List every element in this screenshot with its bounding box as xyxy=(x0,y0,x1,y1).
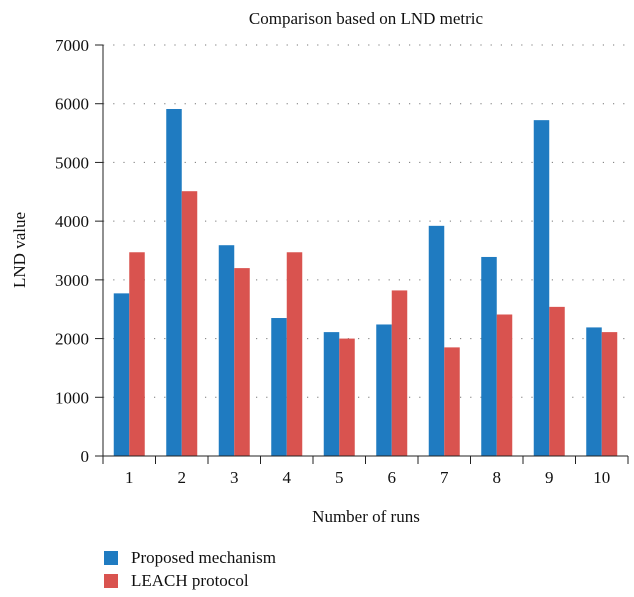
x-axis-label: Number of runs xyxy=(312,507,420,526)
y-tick-label: 4000 xyxy=(55,212,89,231)
bar-series-2-run-9 xyxy=(549,306,565,456)
y-tick-label: 0 xyxy=(81,447,90,466)
bar-series-1-run-9 xyxy=(533,120,550,456)
bar-series-1-run-8 xyxy=(481,256,497,456)
x-tick-label: 4 xyxy=(283,468,292,487)
legend-label-series-1: Proposed mechanism xyxy=(131,547,276,567)
bars xyxy=(113,108,618,457)
chart-title: Comparison based on LND metric xyxy=(249,9,484,28)
x-tick-label: 7 xyxy=(440,468,449,487)
x-tick-label: 1 xyxy=(125,468,134,487)
legend-item-series-1: Proposed mechanism xyxy=(104,546,276,569)
y-tick-label: 6000 xyxy=(55,95,89,114)
legend-label-series-2: LEACH protocol xyxy=(131,570,249,590)
bar-series-2-run-3 xyxy=(234,268,250,456)
x-tick-label: 8 xyxy=(493,468,502,487)
x-tick-label: 2 xyxy=(178,468,187,487)
legend-item-series-2: LEACH protocol xyxy=(104,569,276,592)
bar-series-1-run-5 xyxy=(323,332,340,456)
y-tick-label: 2000 xyxy=(55,330,89,349)
x-tick-label: 10 xyxy=(593,468,610,487)
bar-series-2-run-2 xyxy=(181,191,198,456)
bar-chart: Comparison based on LND metric 0 1000 2000… xyxy=(10,9,629,526)
bar-series-1-run-1 xyxy=(113,293,130,456)
bar-series-2-run-1 xyxy=(129,252,145,456)
legend-swatch-series-2 xyxy=(104,573,118,588)
bar-series-1-run-3 xyxy=(218,245,235,456)
bar-series-2-run-7 xyxy=(444,347,460,456)
y-tick-labels: 0 1000 2000 3000 4000 5000 6000 7000 xyxy=(55,36,89,466)
y-tick-label: 7000 xyxy=(55,36,89,55)
bar-series-1-run-4 xyxy=(271,318,287,456)
bar-series-2-run-10 xyxy=(601,332,618,456)
x-tick-label: 5 xyxy=(335,468,344,487)
bar-series-1-run-7 xyxy=(428,225,445,456)
bar-series-2-run-6 xyxy=(391,290,408,456)
bar-series-2-run-4 xyxy=(286,252,303,456)
y-tick-label: 3000 xyxy=(55,271,89,290)
bar-series-1-run-2 xyxy=(166,108,182,457)
bar-series-2-run-5 xyxy=(339,338,355,456)
bar-series-1-run-10 xyxy=(586,327,602,456)
x-tick-label: 6 xyxy=(388,468,397,487)
legend: Proposed mechanism LEACH protocol xyxy=(104,546,276,592)
x-tick-label: 3 xyxy=(230,468,239,487)
y-tick-label: 1000 xyxy=(55,388,89,407)
bar-series-2-run-8 xyxy=(496,314,513,456)
x-tick-label: 9 xyxy=(545,468,554,487)
axes xyxy=(95,44,629,464)
bar-series-1-run-6 xyxy=(376,324,392,456)
x-tick-labels: 1 2 3 4 5 6 7 8 9 10 xyxy=(125,468,610,487)
y-tick-label: 5000 xyxy=(55,153,89,172)
legend-swatch-series-1 xyxy=(104,550,118,565)
y-axis-label: LND value xyxy=(10,212,29,288)
